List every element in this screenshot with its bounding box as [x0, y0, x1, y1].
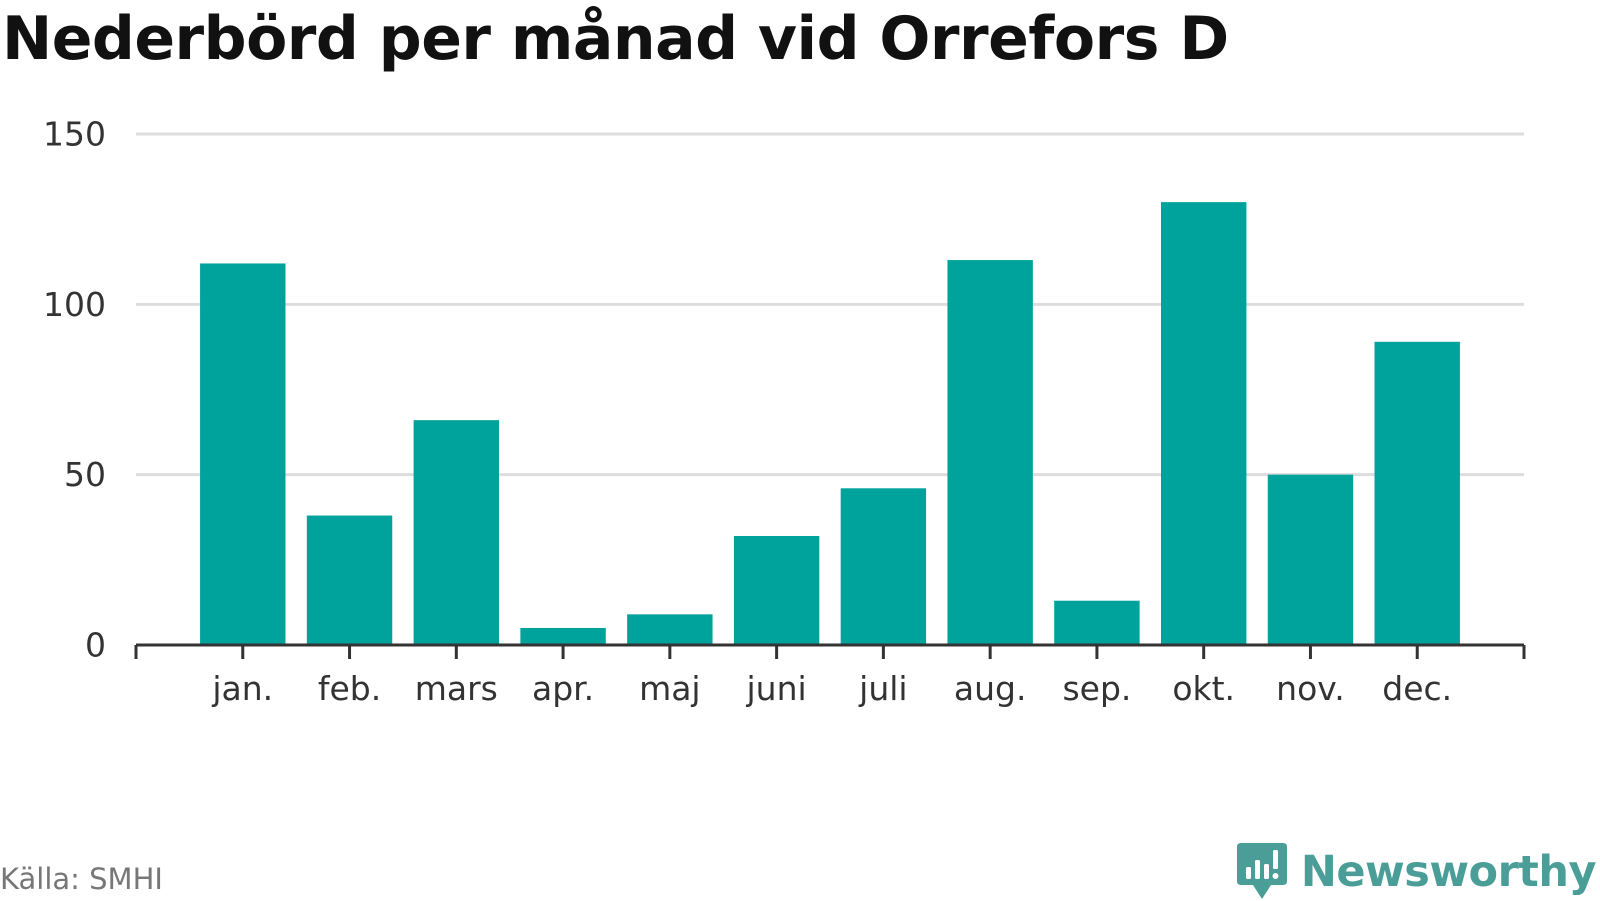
bar — [1374, 341, 1460, 645]
source-note: Källa: SMHI — [0, 862, 163, 896]
bar — [1267, 474, 1354, 645]
bar — [627, 614, 713, 645]
newsworthy-logo-icon — [1236, 843, 1287, 899]
x-tick-label: juni — [746, 669, 807, 708]
bar — [200, 263, 286, 645]
bar — [947, 260, 1033, 645]
chart-title: Nederbörd per månad vid Orrefors D — [2, 4, 1229, 74]
y-tick-label: 150 — [43, 115, 106, 154]
x-tick-label: apr. — [532, 669, 594, 708]
x-axis-tick-labels: jan. feb. mars apr. maj juni juli aug. sep. okt. n… — [211, 669, 1452, 708]
x-tick-label: jan. — [211, 669, 273, 708]
gridlines — [136, 132, 1524, 477]
bar — [413, 420, 500, 645]
x-tick-label: maj — [639, 669, 701, 708]
y-axis-tick-labels: 0 50 100 150 — [43, 115, 106, 665]
bar — [1160, 202, 1247, 645]
x-tick-label: mars — [415, 669, 498, 708]
x-tick-label: dec. — [1382, 669, 1452, 708]
x-tick-label: sep. — [1062, 669, 1131, 708]
y-tick-label: 50 — [64, 455, 106, 494]
x-tick-label: nov. — [1276, 669, 1345, 708]
x-axis — [134, 643, 1526, 659]
x-tick-label: feb. — [318, 669, 381, 708]
bar — [520, 627, 606, 645]
y-tick-label: 100 — [43, 285, 106, 324]
bar — [733, 535, 820, 645]
x-tick-label: aug. — [954, 669, 1027, 708]
brand-name: Newsworthy — [1300, 847, 1597, 897]
x-tick-label: juli — [858, 669, 907, 708]
brand-logo: Newsworthy — [1236, 843, 1597, 901]
bar — [306, 515, 393, 645]
y-tick-label: 0 — [85, 626, 106, 665]
x-tick-label: okt. — [1172, 669, 1235, 708]
bars — [200, 202, 1460, 645]
bar — [1054, 600, 1140, 645]
bar — [840, 488, 927, 645]
